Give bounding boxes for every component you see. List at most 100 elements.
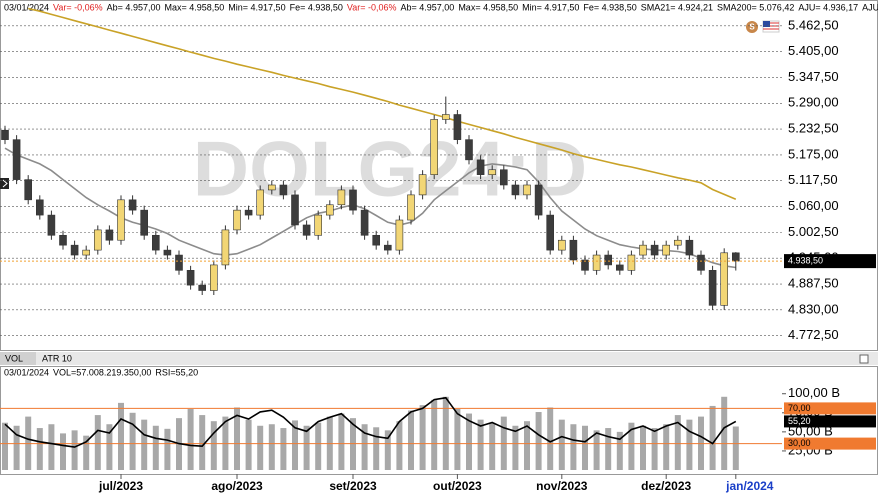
x-tick-label: nov/2023 xyxy=(536,479,588,493)
candle-body xyxy=(267,184,276,191)
volume-bar xyxy=(315,422,322,470)
candle-body xyxy=(12,139,21,180)
y-tick-label: 4.772,50 xyxy=(788,327,839,342)
candle-body xyxy=(152,234,160,251)
atr-tab-label[interactable]: ATR 10 xyxy=(42,353,72,363)
candle-body xyxy=(592,254,601,271)
candle-body xyxy=(279,184,288,196)
last-price-label: 4.938,50 xyxy=(788,255,823,265)
volume-bar xyxy=(60,433,66,470)
candle-body xyxy=(198,284,206,291)
volume-bar xyxy=(373,427,380,470)
volume-bar xyxy=(419,405,426,470)
currency-icon xyxy=(746,21,758,33)
moving-average-line xyxy=(4,147,736,269)
volume-bar xyxy=(361,424,368,470)
volume-bar xyxy=(187,408,194,470)
volume-bar xyxy=(651,428,658,470)
volume-bar xyxy=(94,415,101,470)
volume-bar xyxy=(570,424,577,470)
volume-bar xyxy=(2,422,8,470)
volume-bar xyxy=(512,425,519,470)
header-item: Var= -0,06% xyxy=(53,2,103,12)
volume-bar xyxy=(303,425,310,470)
volume-bar xyxy=(292,420,298,470)
y-tick-label: 5.060,00 xyxy=(788,198,839,213)
flag-canton xyxy=(763,21,770,27)
candle-body xyxy=(546,214,555,251)
vol-tab[interactable] xyxy=(0,352,36,365)
scroll-arrow[interactable] xyxy=(0,178,9,189)
volume-bar xyxy=(280,428,287,470)
header-item: AJU= 4.936,17 xyxy=(798,2,858,12)
volume-bar xyxy=(141,419,148,470)
candle-body xyxy=(383,244,392,251)
arrow-icon xyxy=(2,179,8,188)
candle-body xyxy=(244,209,253,216)
header-item: Min= 4.917,50 xyxy=(228,2,285,12)
candle-body xyxy=(140,209,148,236)
rsi-level-box xyxy=(784,437,876,450)
rsi-line xyxy=(4,396,737,448)
x-tick-label: dez/2023 xyxy=(641,479,691,493)
volume-bar xyxy=(547,407,554,470)
volume-bar xyxy=(13,425,20,470)
y-tick-label: 4.887,50 xyxy=(788,275,839,290)
volume-bar xyxy=(257,425,264,470)
header-item: SMA21= 4.924,21 xyxy=(641,2,713,12)
volume-bar xyxy=(663,424,670,470)
candle-body xyxy=(233,209,241,231)
volume-bar xyxy=(454,408,461,470)
volume-bar xyxy=(582,425,588,470)
candle-body xyxy=(627,254,636,271)
candle-body xyxy=(105,229,114,241)
candle-body xyxy=(221,229,230,266)
vol-tab-label[interactable]: VOL xyxy=(5,353,23,363)
panel-toggle[interactable] xyxy=(859,354,869,364)
x-tick-label: out/2023 xyxy=(433,479,482,493)
volume-bar xyxy=(36,428,43,470)
header-item: SMA200= 5.076,42 xyxy=(717,2,794,12)
candle-body xyxy=(349,189,357,211)
volume-bar xyxy=(674,415,681,470)
y-tick-label: 5.175,00 xyxy=(788,146,839,161)
candle-body xyxy=(430,119,439,175)
volume-bar xyxy=(535,412,542,470)
volume-bar xyxy=(593,430,600,470)
indicator-header: RSI=55,20 xyxy=(155,367,198,377)
rsi-value-label: 55,20 xyxy=(788,416,811,426)
volume-bar xyxy=(686,419,693,470)
candle-body xyxy=(604,254,613,266)
candle-body xyxy=(662,244,671,256)
candle-body xyxy=(47,214,56,236)
volume-bar xyxy=(199,415,206,470)
candle-body xyxy=(175,254,183,271)
candle-body xyxy=(476,159,485,175)
candle-body xyxy=(59,234,67,246)
y-tick-label: 5.290,00 xyxy=(788,95,839,110)
header-item: 03/01/2024 xyxy=(4,2,49,12)
volume-bar xyxy=(118,402,124,470)
header-item: Ab= 4.957,00 xyxy=(401,2,455,12)
volume-bar xyxy=(152,425,159,470)
volume-bar xyxy=(408,410,414,470)
volume-bar xyxy=(268,424,275,470)
header-item: Fe= 4.938,50 xyxy=(290,2,343,12)
candle-body xyxy=(418,174,427,196)
rsi-level-box xyxy=(784,402,876,415)
volume-bar xyxy=(106,424,113,470)
candle-body xyxy=(24,179,33,201)
candle-body xyxy=(685,239,694,256)
volume-bar xyxy=(709,405,716,470)
volume-bar xyxy=(83,435,90,470)
header-item: AJU= 4.936,17 xyxy=(862,2,878,12)
volume-bar xyxy=(431,399,438,470)
volume-bar xyxy=(466,413,472,470)
candle-body xyxy=(1,129,9,140)
candle-body xyxy=(650,244,659,256)
candle-body xyxy=(395,219,404,251)
y-tick-label: 100,00 B xyxy=(788,385,840,400)
volume-bar xyxy=(164,428,171,470)
candle-body xyxy=(210,264,218,291)
